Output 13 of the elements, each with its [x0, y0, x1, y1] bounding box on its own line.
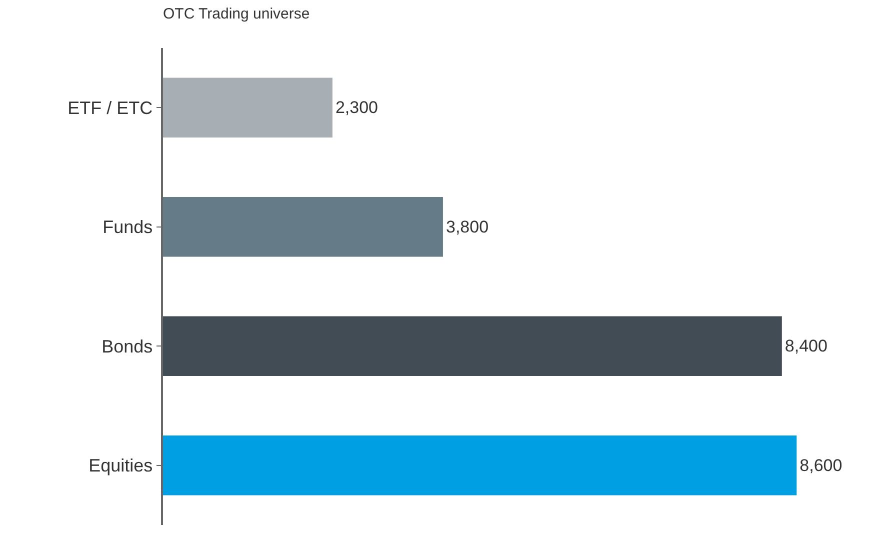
- y-tick-label: Bonds: [102, 336, 153, 356]
- data-label: 2,300: [335, 98, 378, 118]
- bar: [163, 197, 443, 257]
- bar: [163, 78, 332, 138]
- data-label: 8,400: [784, 336, 828, 356]
- y-tick-label: ETF / ETC: [68, 98, 153, 118]
- y-tick-label: Equities: [88, 456, 153, 476]
- bar: [163, 316, 782, 376]
- chart-title: OTC Trading universe: [163, 6, 310, 23]
- bar: [163, 436, 797, 496]
- data-label: 3,800: [446, 217, 489, 236]
- data-label: 8,600: [800, 456, 842, 475]
- y-tick-label: Funds: [102, 217, 153, 238]
